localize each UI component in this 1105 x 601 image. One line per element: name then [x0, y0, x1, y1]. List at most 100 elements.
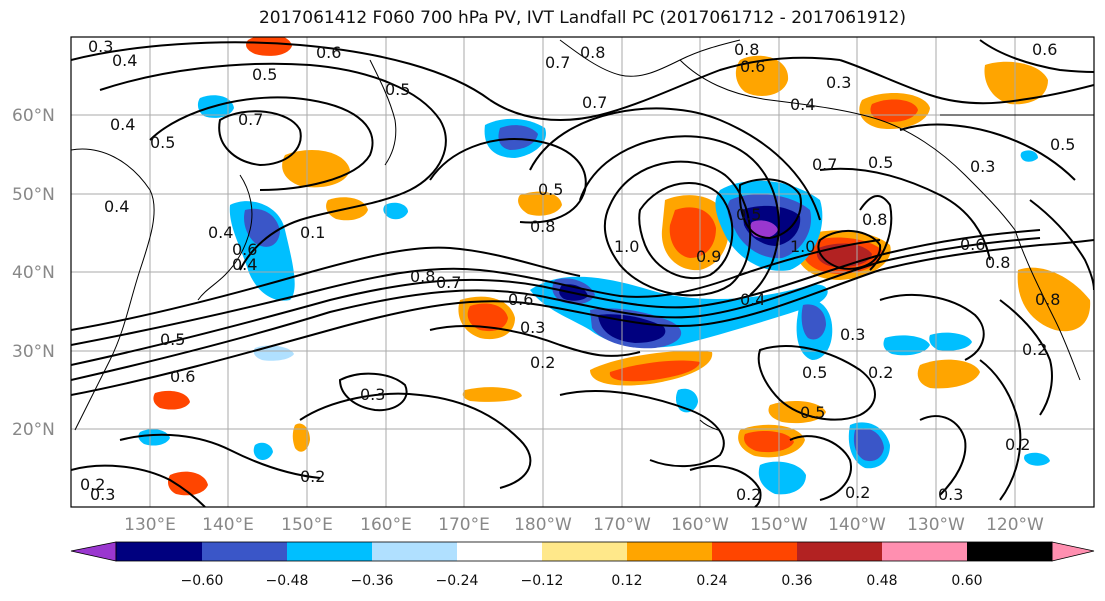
contour-label: 0.5 — [736, 205, 761, 224]
colorbar-segment — [542, 542, 627, 561]
coastline-hawaii — [699, 419, 719, 431]
pv-contour — [817, 229, 882, 270]
contour-label: 0.2 — [868, 363, 893, 382]
colorbar-segment — [202, 542, 287, 561]
shade-area — [168, 471, 208, 496]
contour-label: 0.3 — [88, 37, 113, 56]
shade-area — [467, 303, 508, 332]
contour-label: 0.7 — [582, 93, 607, 112]
colorbar: −0.60 −0.48 −0.36 −0.24 −0.12 0.12 0.24 … — [70, 541, 1095, 589]
shade-area — [253, 442, 273, 460]
lon-label: 130°W — [907, 515, 965, 535]
contour-label: 0.5 — [252, 65, 277, 84]
colorbar-frame — [115, 541, 1053, 562]
contour-label: 0.2 — [80, 475, 105, 494]
shade-area — [609, 360, 700, 382]
shade-area — [870, 99, 918, 122]
contour-label: 0.4 — [208, 223, 233, 242]
graticule — [71, 37, 1094, 507]
shade-area — [462, 387, 522, 402]
contour-label: 0.2 — [845, 483, 870, 502]
plot-frame — [70, 36, 1095, 508]
pv-contour — [71, 229, 1041, 366]
pv-contour — [71, 237, 1041, 381]
contour-label: 0.4 — [104, 197, 129, 216]
pv-contour — [71, 246, 581, 331]
lat-label: 50°N — [12, 185, 55, 205]
lat-label: 20°N — [12, 420, 55, 440]
shade-area — [518, 191, 562, 216]
map-title: 2017061412 F060 700 hPa PV, IVT Landfall… — [258, 8, 906, 28]
shade-area — [984, 61, 1048, 105]
contour-label: 0.5 — [800, 403, 825, 422]
contour-label: 0.6 — [508, 290, 533, 309]
contour-label: 0.3 — [520, 318, 545, 337]
colorbar-tick-label: −0.36 — [351, 573, 394, 589]
coastlines — [71, 39, 1094, 431]
pv-contour — [1029, 199, 1094, 291]
pv-contour — [839, 59, 1094, 105]
contour-label: 0.2 — [300, 467, 325, 486]
shade-area — [744, 430, 794, 453]
colorbar-extend-high — [1051, 541, 1095, 562]
coastline-alaska — [679, 59, 1016, 231]
shade-area — [929, 332, 972, 351]
contour-label: 0.8 — [410, 267, 435, 286]
contour-label: 0.3 — [826, 73, 851, 92]
shade-area — [1020, 150, 1038, 162]
shade-area — [498, 125, 538, 150]
lon-label: 180°W — [514, 515, 572, 535]
colorbar-segment — [882, 542, 967, 561]
pv-contour — [559, 390, 725, 468]
contour-label: 1.0 — [790, 237, 815, 256]
contour-label: 0.6 — [960, 235, 985, 254]
pv-contour — [919, 415, 967, 496]
colorbar-tick-label: 0.60 — [951, 573, 982, 589]
pv-contour — [489, 56, 841, 121]
latitude-labels: 60°N 50°N 40°N 30°N 20°N — [12, 106, 55, 440]
shade-area — [669, 207, 716, 258]
shade-area — [750, 220, 778, 238]
colorbar-tick-label: 0.36 — [781, 573, 812, 589]
contour-label: 0.3 — [360, 385, 385, 404]
pv-contour — [789, 435, 852, 501]
pv-contour — [859, 195, 893, 271]
pv-contour — [879, 294, 985, 361]
pv-contours — [71, 39, 1094, 507]
shade-area — [383, 202, 408, 220]
contour-label: 0.6 — [1032, 40, 1057, 59]
pv-contour — [71, 41, 491, 101]
contour-label: 0.2 — [736, 485, 761, 504]
pv-contour — [71, 239, 1094, 396]
pv-contour — [71, 464, 206, 507]
contour-label: 0.5 — [538, 180, 563, 199]
colorbar-tick-label: 0.24 — [696, 573, 727, 589]
contour-label: 0.7 — [545, 53, 570, 72]
contour-label: 0.4 — [232, 255, 257, 274]
contour-label: 0.6 — [316, 43, 341, 62]
contour-label: 0.6 — [740, 57, 765, 76]
longitude-labels: 130°E 140°E 150°E 160°E 170°E 180°W 170°… — [124, 515, 1044, 535]
colorbar-tick-label: 0.12 — [611, 573, 642, 589]
colorbar-tick-label: −0.48 — [266, 573, 309, 589]
contour-label: 1.0 — [614, 237, 639, 256]
shade-area — [244, 208, 280, 247]
contour-label: 0.9 — [696, 247, 721, 266]
lon-label: 140°E — [202, 515, 254, 535]
contour-label: 0.1 — [300, 223, 325, 242]
contour-label: 0.5 — [150, 133, 175, 152]
pv-contour — [218, 110, 302, 167]
contour-label: 0.3 — [90, 485, 115, 504]
contour-label: 0.3 — [970, 157, 995, 176]
shade-area — [917, 359, 980, 389]
contour-labels: 0.3 0.4 0.6 0.8 0.5 0.7 0.8 0.5 0.7 0.6 … — [80, 37, 1075, 504]
lat-label: 60°N — [12, 106, 55, 126]
contour-label: 0.3 — [840, 325, 865, 344]
contour-label: 0.8 — [734, 40, 759, 59]
pv-contour — [429, 325, 641, 357]
contour-label: 0.7 — [812, 155, 837, 174]
contour-label: 0.4 — [112, 51, 137, 70]
contour-label: 0.6 — [170, 367, 195, 386]
contour-label: 0.5 — [868, 153, 893, 172]
